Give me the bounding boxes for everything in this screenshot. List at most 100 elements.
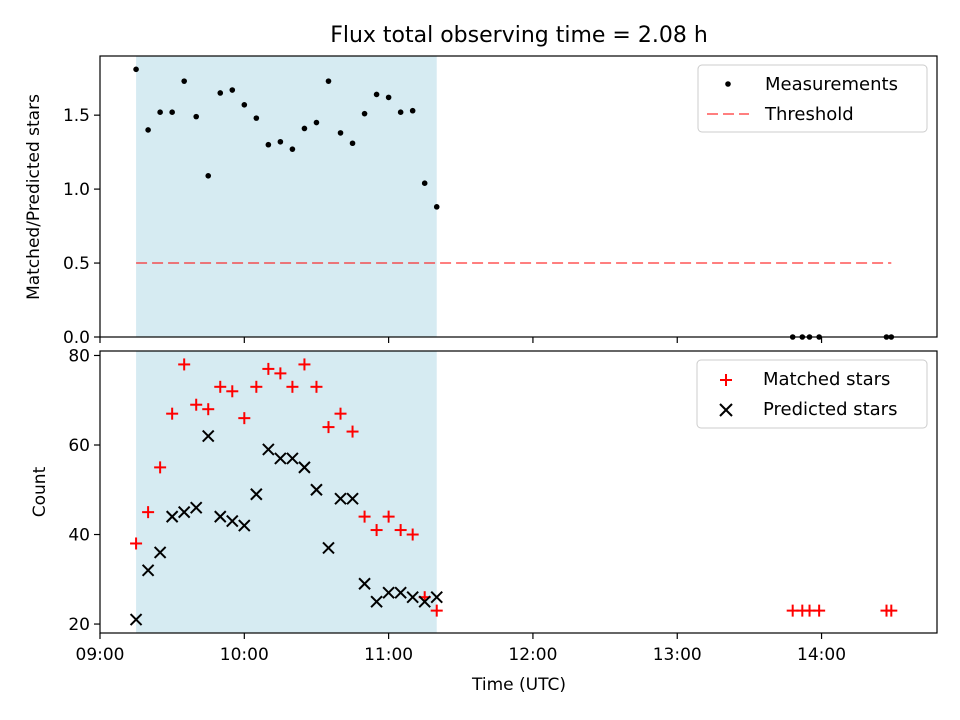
measurement-point	[193, 113, 200, 120]
ratio-observing-window	[136, 56, 437, 337]
y-tick-label: 60	[68, 436, 90, 456]
matched-star-point	[178, 358, 191, 371]
measurement-point	[289, 146, 296, 152]
predicted-star-point	[141, 564, 155, 577]
measurement-point	[349, 140, 356, 147]
predicted-star-point	[406, 590, 419, 604]
ratio-legend: Measurements Threshold	[697, 64, 928, 133]
matched-star-point	[130, 537, 143, 550]
x-tick-label: 11:00	[364, 645, 413, 665]
ratio-panel: 0.0 0.5 1.0 1.5 Matched/Predicted stars Mea…	[24, 55, 938, 348]
x-axis-label: Time (UTC)	[471, 675, 566, 695]
matched-star-point	[813, 604, 826, 617]
measurement-point	[217, 90, 224, 96]
matched-star-point	[262, 362, 275, 375]
predicted-star-point	[177, 505, 191, 519]
x-tick-label: 10:00	[220, 645, 269, 665]
measurement-point	[373, 91, 380, 98]
predicted-star-point	[274, 452, 287, 465]
predicted-star-point	[250, 488, 263, 501]
measurement-point	[361, 110, 368, 117]
count-x-ticks: 09:00 10:00 11:00 12:00 13:00 14:00	[76, 633, 846, 665]
matched-star-point	[154, 461, 167, 474]
matched-star-point	[286, 380, 299, 393]
y-tick-label: 0.5	[63, 254, 90, 274]
matched-star-point	[394, 524, 407, 537]
measurement-point	[145, 127, 151, 133]
matched-stars-points	[130, 358, 898, 617]
predicted-star-point	[189, 501, 203, 514]
predicted-star-point	[418, 595, 431, 608]
ratio-x-ticks	[99, 337, 823, 343]
x-tick-label: 12:00	[508, 645, 557, 665]
predicted-star-point	[202, 429, 215, 443]
count-plot-frame	[99, 350, 938, 634]
count-panel: 09:00 10:00 11:00 12:00 13:00 14:00 20406080 …	[30, 346, 938, 695]
predicted-stars-points	[129, 429, 443, 626]
matched-star-point	[430, 604, 443, 617]
measurement-point	[409, 107, 416, 114]
predicted-star-point	[238, 519, 251, 532]
matched-star-point	[298, 358, 311, 371]
predicted-star-point	[430, 590, 443, 604]
matched-star-point	[370, 524, 383, 537]
count-y-axis-label: Count	[30, 466, 50, 517]
ratio-y-axis-label: Matched/Predicted stars	[24, 94, 44, 300]
matched-star-point	[226, 385, 239, 398]
measurement-point	[313, 119, 320, 126]
measurement-point	[385, 94, 392, 101]
measurement-point	[253, 115, 260, 121]
count-observing-window	[136, 351, 437, 633]
matched-star-point	[310, 380, 323, 393]
measurement-point	[265, 141, 272, 148]
predicted-star-point	[165, 510, 179, 523]
matched-star-point	[885, 604, 898, 617]
predicted-star-point	[322, 541, 335, 555]
matched-star-point	[382, 510, 395, 523]
predicted-star-point	[129, 613, 143, 626]
measurement-point	[169, 109, 175, 115]
legend-label-matched: Matched stars	[763, 369, 890, 390]
measurement-point	[337, 130, 344, 136]
measurement-point	[325, 78, 332, 84]
measurement-points	[133, 66, 895, 340]
matched-star-point	[406, 528, 419, 541]
matched-star-point	[238, 412, 251, 425]
matched-star-point	[190, 398, 203, 411]
predicted-star-point	[214, 510, 227, 523]
legend-marker-predicted	[719, 403, 733, 417]
measurement-point	[301, 125, 308, 132]
matched-star-point	[214, 380, 227, 393]
measurement-point	[433, 204, 440, 210]
x-tick-label: 13:00	[653, 645, 702, 665]
predicted-star-point	[370, 595, 383, 608]
matched-star-point	[346, 425, 359, 438]
legend-marker-measurements	[725, 81, 731, 87]
measurement-point	[181, 78, 187, 84]
legend-label-measurements: Measurements	[765, 74, 898, 95]
legend-label-threshold: Threshold	[764, 104, 854, 125]
y-tick-label: 80	[68, 346, 90, 366]
legend-label-predicted: Predicted stars	[763, 399, 897, 420]
predicted-star-point	[262, 443, 275, 456]
y-tick-label: 20	[68, 615, 90, 635]
measurement-point	[397, 109, 404, 115]
matched-star-point	[274, 367, 287, 380]
measurement-point	[277, 138, 284, 145]
measurement-point	[229, 87, 236, 93]
measurement-point	[421, 180, 428, 186]
predicted-star-point	[286, 452, 299, 465]
predicted-star-point	[310, 483, 323, 496]
matched-star-point	[358, 510, 371, 523]
predicted-star-point	[334, 492, 347, 505]
measurement-point	[205, 172, 212, 179]
x-tick-label: 09:00	[76, 645, 125, 665]
matched-star-point	[166, 407, 179, 420]
matched-star-point	[202, 403, 215, 416]
measurement-point	[241, 102, 248, 108]
matched-star-point	[250, 380, 263, 393]
predicted-star-point	[298, 461, 311, 474]
ratio-y-ticks: 0.0 0.5 1.0 1.5	[63, 106, 100, 348]
matched-star-point	[334, 407, 347, 420]
